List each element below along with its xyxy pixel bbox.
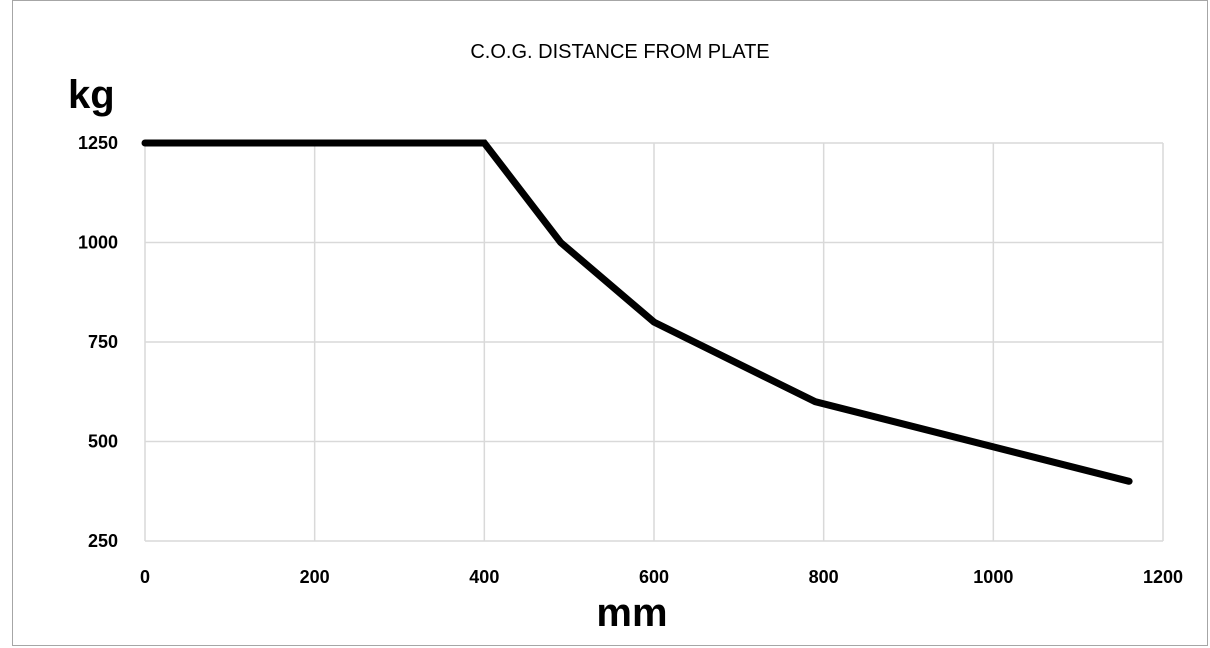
series-layer bbox=[141, 139, 1133, 485]
x-tick-label: 400 bbox=[469, 567, 499, 587]
x-tick-label: 1000 bbox=[973, 567, 1013, 587]
y-tick-label: 750 bbox=[88, 332, 118, 352]
grid bbox=[144, 142, 1164, 542]
x-axis-label: mm bbox=[596, 591, 667, 635]
x-tick-label: 200 bbox=[300, 567, 330, 587]
y-tick-label: 1000 bbox=[78, 233, 118, 253]
y-tick-label: 1250 bbox=[78, 133, 118, 153]
x-tick-label: 1200 bbox=[1143, 567, 1183, 587]
chart-title: C.O.G. DISTANCE FROM PLATE bbox=[470, 41, 769, 63]
x-tick-label: 0 bbox=[140, 567, 150, 587]
x-tick-label: 800 bbox=[809, 567, 839, 587]
y-axis-label: kg bbox=[68, 73, 115, 117]
x-tick-labels: 0 200 400 600 800 1000 1200 bbox=[140, 567, 1183, 587]
chart-frame bbox=[12, 0, 1208, 646]
series-line-0 bbox=[141, 139, 1133, 485]
y-tick-labels: 250 500 750 1000 1250 bbox=[78, 133, 118, 551]
x-tick-label: 600 bbox=[639, 567, 669, 587]
y-tick-label: 250 bbox=[88, 531, 118, 551]
y-tick-label: 500 bbox=[88, 432, 118, 452]
